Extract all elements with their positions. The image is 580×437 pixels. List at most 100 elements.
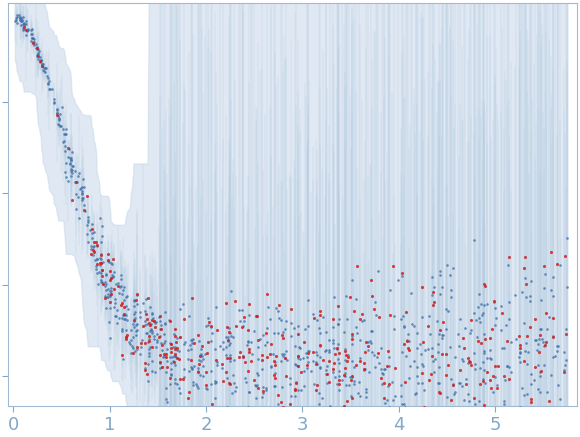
Point [426,370,436,377]
Point [535,373,545,380]
Point [442,430,451,437]
Point [218,364,227,371]
Point [331,373,340,380]
Point [465,329,474,336]
Point [525,324,535,331]
Point [260,342,270,349]
Point [474,315,484,322]
Point [61,169,70,176]
Point [169,331,179,338]
Point [315,354,324,361]
Point [560,366,569,373]
Point [534,430,543,437]
Point [361,385,370,392]
Point [488,325,497,332]
Point [206,324,216,331]
Point [359,427,368,434]
Point [303,322,313,329]
Point [312,361,321,368]
Point [20,20,29,27]
Point [143,371,152,378]
Point [238,353,247,360]
Point [271,353,281,360]
Point [412,364,422,371]
Point [231,297,240,304]
Point [446,293,455,300]
Point [185,388,194,395]
Point [121,326,130,333]
Point [414,409,423,416]
Point [119,304,129,311]
Point [451,388,460,395]
Point [140,308,150,315]
Point [54,112,63,119]
Point [291,393,300,400]
Point [379,380,389,387]
Point [511,291,520,298]
Point [151,318,160,325]
Point [245,389,254,396]
Point [245,300,254,307]
Point [153,331,162,338]
Point [185,312,194,319]
Point [103,293,112,300]
Point [119,311,128,318]
Point [311,349,321,356]
Point [549,333,558,340]
Point [160,340,169,347]
Point [111,299,120,306]
Point [407,290,416,297]
Point [56,122,65,129]
Point [314,400,324,407]
Point [267,363,276,370]
Point [361,338,370,345]
Point [197,342,206,349]
Point [485,376,494,383]
Point [32,45,42,52]
Point [446,397,455,404]
Point [226,357,235,364]
Point [160,320,169,327]
Point [285,380,294,387]
Point [342,358,351,365]
Point [504,261,513,268]
Point [433,348,443,355]
Point [37,60,46,67]
Point [282,348,291,355]
Point [542,325,552,332]
Point [470,309,479,316]
Point [376,344,385,351]
Point [334,368,343,375]
Point [263,291,272,298]
Point [328,316,338,323]
Point [92,255,101,262]
Point [176,333,185,340]
Point [325,425,335,432]
Point [157,340,166,347]
Point [258,356,267,363]
Point [61,173,70,180]
Point [158,341,167,348]
Point [402,309,411,316]
Point [546,248,556,255]
Point [359,360,368,367]
Point [325,336,334,343]
Point [454,379,463,386]
Point [106,277,115,284]
Point [479,401,488,408]
Point [483,369,492,376]
Point [299,368,309,375]
Point [17,18,26,25]
Point [378,371,387,378]
Point [269,357,278,364]
Point [204,315,213,322]
Point [169,358,179,365]
Point [480,350,489,357]
Point [476,301,485,308]
Point [428,357,437,364]
Point [53,105,62,112]
Point [108,256,117,263]
Point [97,250,106,257]
Point [293,363,303,370]
Point [350,364,359,371]
